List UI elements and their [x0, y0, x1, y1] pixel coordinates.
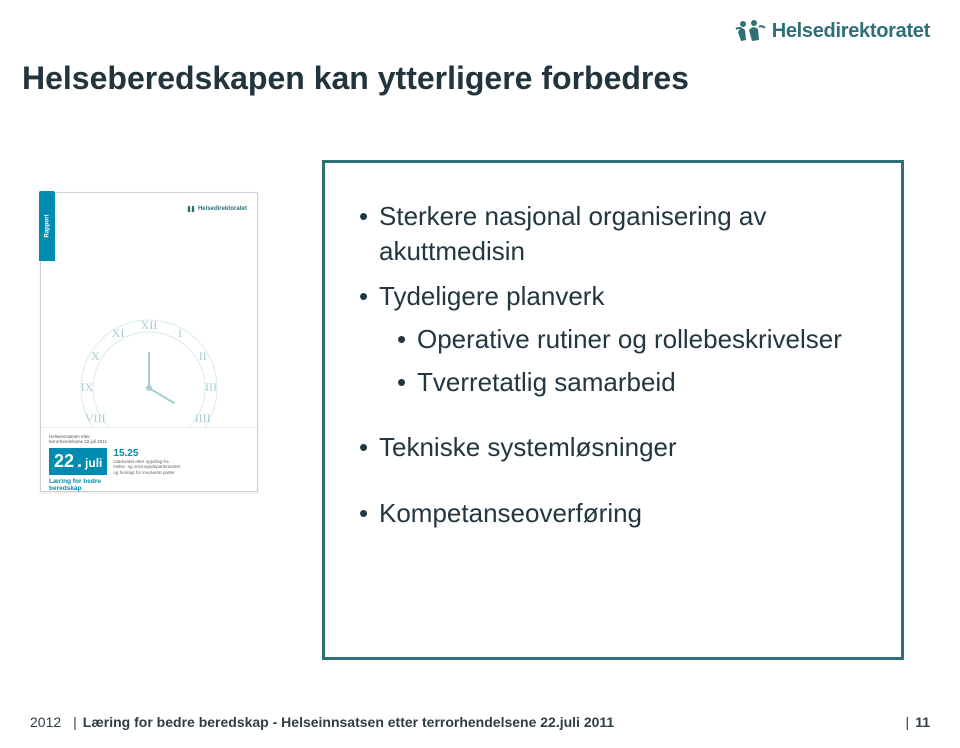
logo-people-icon	[734, 18, 766, 44]
svg-text:XII: XII	[141, 318, 158, 332]
svg-text:IX: IX	[81, 380, 94, 394]
bullet-item: Tydeligere planverk	[359, 279, 871, 314]
thumb-right2: Helse- og omsorgsdepartementet	[113, 464, 180, 469]
bullet-item: Kompetanseoverføring	[359, 496, 871, 531]
thumb-right1: Utarbeidet etter oppdrag fra	[113, 459, 168, 464]
svg-text:XI: XI	[112, 326, 125, 340]
thumb-bottom1: Læring for bedre	[49, 478, 101, 485]
thumb-date-22: 22	[54, 451, 74, 472]
thumb-logo-icon	[186, 205, 196, 213]
thumb-footer-top1: Helseinnsatsen etter	[49, 434, 90, 439]
thumb-right-text: Utarbeidet etter oppdrag fra Helse- og o…	[113, 459, 180, 475]
thumb-time: 15.25	[113, 448, 180, 459]
svg-text:X: X	[91, 349, 100, 363]
thumb-footer-top2: terrorhendelsene 22.juli 2011	[49, 439, 107, 444]
brand-logo: Helsedirektoratet	[734, 18, 930, 44]
footer-text: Læring for bedre beredskap - Helseinnsat…	[83, 714, 614, 730]
thumb-date-dot: .	[77, 451, 82, 472]
thumb-logo-text: Helsedirektoratet	[198, 206, 247, 212]
bullet-item: Tverretatlig samarbeid	[397, 365, 871, 400]
svg-text:VIII: VIII	[85, 411, 106, 425]
svg-text:IIII: IIII	[195, 411, 211, 425]
content-box: Sterkere nasjonal organisering av akuttm…	[322, 160, 904, 660]
footer-bar-1: |	[73, 714, 77, 730]
thumb-footer-bottom: Læring for bedre beredskap	[49, 478, 249, 492]
slide-footer: 2012 | Læring for bedre beredskap - Hels…	[0, 714, 960, 730]
footer-bar-2: |	[906, 714, 910, 730]
thumb-bottom2: beredskap	[49, 485, 82, 492]
bullet-item: Sterkere nasjonal organisering av akuttm…	[359, 199, 871, 269]
bullet-list: Sterkere nasjonal organisering av akuttm…	[359, 199, 871, 531]
thumb-footer-top: Helseinnsatsen etter terrorhendelsene 22…	[49, 434, 249, 445]
footer-year: 2012	[30, 714, 61, 730]
thumb-footer-main: 22.juli 15.25 Utarbeidet etter oppdrag f…	[49, 448, 249, 475]
footer-page: 11	[915, 714, 930, 730]
svg-text:III: III	[205, 380, 217, 394]
thumb-mini-logo: Helsedirektoratet	[186, 205, 247, 213]
thumb-tab: Rapport	[39, 191, 55, 261]
thumb-tab-label: Rapport	[44, 215, 50, 238]
svg-text:II: II	[199, 349, 207, 363]
slide-title: Helseberedskapen kan ytterligere forbedr…	[22, 60, 689, 97]
logo-text: Helsedirektoratet	[772, 20, 930, 43]
thumb-date-badge: 22.juli	[49, 448, 107, 475]
report-thumbnail: Rapport Helsedirektoratet XIIIIIIIIIIIIV…	[40, 192, 258, 492]
thumb-time-col: 15.25 Utarbeidet etter oppdrag fra Helse…	[113, 448, 180, 475]
thumb-footer: Helseinnsatsen etter terrorhendelsene 22…	[41, 427, 257, 491]
bullet-item: Tekniske systemløsninger	[359, 430, 871, 465]
thumb-right3: og forelagt for involverte parter	[113, 470, 174, 475]
svg-text:I: I	[178, 326, 182, 340]
bullet-item: Operative rutiner og rollebeskrivelser	[397, 322, 871, 357]
thumb-date-month: juli	[85, 456, 102, 470]
